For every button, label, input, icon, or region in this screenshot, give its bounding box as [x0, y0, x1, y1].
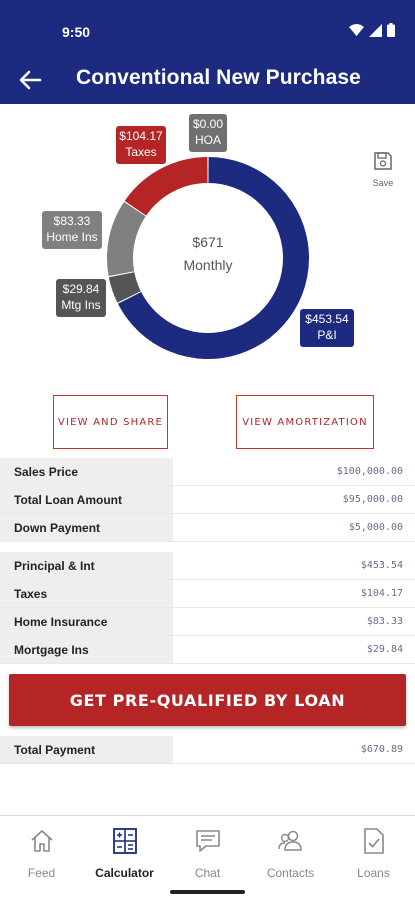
bottom-tab-bar: Feed Calculator Chat Contacts Loans	[0, 815, 415, 885]
row-label: Principal & Int	[0, 552, 173, 579]
tab-chat[interactable]: Chat	[166, 826, 249, 880]
donut-slice-home-ins	[107, 201, 146, 277]
home-ins-tag: $83.33 Home Ins	[42, 211, 102, 249]
status-icons	[349, 23, 395, 37]
save-button[interactable]: Save	[368, 151, 398, 188]
row-value: $95,000.00	[342, 494, 403, 505]
row-label: Home Insurance	[0, 608, 173, 635]
row-value: $83.33	[366, 616, 403, 627]
back-arrow-icon[interactable]	[16, 66, 44, 94]
status-time: 9:50	[62, 24, 91, 40]
taxes-amount: $104.17	[119, 129, 163, 143]
calculator-icon	[112, 828, 137, 854]
donut-slice-taxes	[124, 157, 209, 216]
system-nav-bar	[0, 885, 415, 900]
save-icon	[374, 152, 392, 170]
page-title: Conventional New Purchase	[76, 66, 361, 89]
table-row: Taxes $104.17	[0, 580, 415, 608]
tab-label: Calculator	[95, 866, 154, 880]
home-ins-name: Home Ins	[46, 230, 98, 244]
tab-label: Contacts	[266, 866, 315, 880]
hoa-name: HOA	[194, 133, 221, 147]
taxes-name: Taxes	[125, 145, 157, 159]
mtg-ins-amount: $29.84	[62, 282, 100, 296]
payment-breakdown-chart: $671 Monthly $104.17 Taxes $0.00 HOA $83…	[0, 104, 415, 384]
total-label: Total Payment	[0, 736, 173, 763]
home-icon	[30, 830, 53, 852]
app-bar: Conventional New Purchase	[0, 56, 415, 104]
battery-icon	[387, 23, 395, 37]
row-label: Mortgage Ins	[0, 636, 173, 663]
table-row: Total Payment $670.89	[0, 736, 415, 764]
table-row: Principal & Int $453.54	[0, 552, 415, 580]
view-and-share-button[interactable]: VIEW AND SHARE	[53, 395, 168, 449]
tab-loans[interactable]: Loans	[332, 826, 415, 880]
tab-calculator[interactable]: Calculator	[83, 826, 166, 880]
document-check-icon	[363, 828, 384, 854]
hoa-tag: $0.00 HOA	[189, 114, 227, 152]
chat-icon	[195, 830, 220, 852]
home-indicator	[170, 890, 245, 894]
donut-chart	[107, 157, 309, 359]
row-label: Down Payment	[0, 514, 173, 541]
total-value: $670.89	[360, 744, 403, 755]
signal-icon	[369, 23, 382, 37]
wifi-icon	[349, 24, 364, 36]
tab-feed[interactable]: Feed	[0, 826, 83, 880]
monthly-amount: $671	[192, 234, 224, 250]
row-label: Total Loan Amount	[0, 486, 173, 513]
taxes-tag: $104.17 Taxes	[116, 126, 166, 164]
contacts-icon	[277, 830, 302, 851]
pi-name: P&I	[317, 328, 337, 342]
payment-details-table: Principal & Int $453.54 Taxes $104.17 Ho…	[0, 552, 415, 664]
pi-tag: $453.54 P&I	[300, 309, 354, 347]
table-row: Home Insurance $83.33	[0, 608, 415, 636]
view-amortization-button[interactable]: VIEW AMORTIZATION	[236, 395, 374, 449]
table-row: Mortgage Ins $29.84	[0, 636, 415, 664]
hoa-amount: $0.00	[192, 117, 224, 131]
row-value: $29.84	[366, 644, 403, 655]
monthly-label: Monthly	[183, 257, 233, 273]
get-prequalified-button[interactable]: GET PRE-QUALIFIED BY LOAN	[9, 674, 406, 726]
row-label: Sales Price	[0, 458, 173, 485]
row-value: $453.54	[360, 560, 403, 571]
table-row: Sales Price $100,000.00	[0, 458, 415, 486]
tab-label: Loans	[357, 866, 390, 880]
row-value: $104.17	[360, 588, 403, 599]
row-value: $100,000.00	[336, 466, 403, 477]
total-table: Total Payment $670.89	[0, 736, 415, 764]
row-label: Taxes	[0, 580, 173, 607]
mtg-ins-tag: $29.84 Mtg Ins	[56, 279, 106, 317]
save-label: Save	[372, 178, 394, 188]
donut-slice-mtg-ins	[108, 271, 141, 303]
donut-slice-p-i	[117, 157, 309, 359]
loan-details-table: Sales Price $100,000.00 Total Loan Amoun…	[0, 458, 415, 542]
table-row: Total Loan Amount $95,000.00	[0, 486, 415, 514]
row-value: $5,000.00	[348, 522, 403, 533]
tab-label: Feed	[27, 866, 56, 880]
tab-label: Chat	[194, 866, 221, 880]
table-row: Down Payment $5,000.00	[0, 514, 415, 542]
pi-amount: $453.54	[305, 312, 349, 326]
mtg-ins-name: Mtg Ins	[61, 298, 101, 312]
tab-contacts[interactable]: Contacts	[249, 826, 332, 880]
status-bar: 9:50	[0, 0, 415, 56]
home-ins-amount: $83.33	[53, 214, 91, 228]
